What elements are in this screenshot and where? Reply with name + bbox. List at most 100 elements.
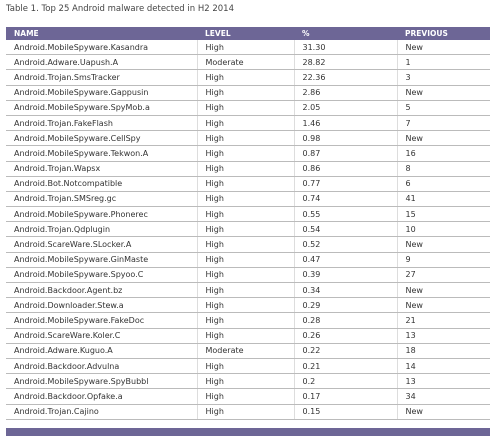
- table-cell: 41: [396, 191, 490, 208]
- table-cell: High: [196, 115, 294, 132]
- table-cell: 18: [396, 343, 490, 359]
- table-cell: High: [196, 85, 294, 101]
- table-row: Android.MobileSpyware.SpyBubbl High 0.2 13: [6, 373, 490, 390]
- table-cell: High: [196, 282, 294, 299]
- table-title: Table 1. Top 25 Android malware detected…: [6, 4, 234, 14]
- table-cell: Android.Trojan.FakeFlash: [6, 115, 197, 132]
- table-cell: New: [396, 282, 490, 299]
- table-cell: 0.54: [293, 221, 397, 238]
- table-cell: 31.30: [293, 40, 397, 56]
- table-cell: High: [196, 130, 294, 147]
- table-row: Android.Downloader.Stew.a High 0.29 New: [6, 297, 490, 314]
- table-row: Android.Backdoor.Opfake.a High 0.17 34: [6, 388, 490, 405]
- table-cell: High: [196, 373, 294, 390]
- table-cell: Android.MobileSpyware.Phonerec: [6, 206, 197, 223]
- table-cell: Android.Bot.Notcompatible: [6, 176, 197, 192]
- table-cell: 16: [396, 145, 490, 162]
- header-cell: LEVEL: [197, 27, 294, 40]
- table-cell: Android.ScareWare.SLocker.A: [6, 236, 197, 253]
- table-row: Android.MobileSpyware.Spyoo.C High 0.39 27: [6, 267, 490, 284]
- table-row: Android.Trojan.SMSreg.gc High 0.74 41: [6, 191, 490, 208]
- table-cell: 10: [396, 221, 490, 238]
- table-cell: New: [396, 40, 490, 56]
- table-cell: High: [196, 161, 294, 177]
- table-cell: New: [396, 130, 490, 147]
- table-cell: High: [196, 69, 294, 86]
- table-cell: 0.55: [293, 206, 397, 223]
- table-cell: 21: [396, 312, 490, 329]
- table-row: Android.MobileSpyware.SpyMob.a High 2.05 5: [6, 100, 490, 116]
- table-cell: 0.87: [293, 145, 397, 162]
- table-cell: Android.Trojan.SMSreg.gc: [6, 191, 197, 208]
- table-cell: 0.28: [293, 312, 397, 329]
- table-cell: 0.2: [293, 373, 397, 390]
- table-cell: 0.74: [293, 191, 397, 208]
- table-cell: Android.Backdoor.Agent.bz: [6, 282, 197, 299]
- table-cell: 0.86: [293, 161, 397, 177]
- table-cell: 14: [396, 358, 490, 375]
- table-cell: Android.Backdoor.Opfake.a: [6, 388, 197, 405]
- table-row: Android.MobileSpyware.Kasandra High 31.30 N…: [6, 40, 490, 56]
- table-cell: Android.MobileSpyware.SpyBubbl: [6, 373, 197, 390]
- table-cell: New: [396, 236, 490, 253]
- table-cell: High: [196, 312, 294, 329]
- table-row: Android.Bot.Notcompatible High 0.77 6: [6, 176, 490, 192]
- table-cell: 34: [396, 388, 490, 405]
- table-cell: High: [196, 191, 294, 208]
- table-cell: Moderate: [196, 343, 294, 359]
- table-cell: 2.05: [293, 100, 397, 116]
- table-row: Android.Trojan.Wapsx High 0.86 8: [6, 161, 490, 177]
- table-cell: High: [196, 267, 294, 284]
- header-cell: NAME: [6, 27, 197, 40]
- table-cell: 7: [396, 115, 490, 132]
- table-cell: 1.46: [293, 115, 397, 132]
- table-row: Android.Backdoor.Advulna High 0.21 14: [6, 358, 490, 375]
- table-cell: 13: [396, 373, 490, 390]
- table-row: Android.Adware.Uapush.A Moderate 28.82 1: [6, 54, 490, 71]
- table-cell: High: [196, 236, 294, 253]
- footer-bar: [6, 428, 490, 436]
- table-cell: High: [196, 358, 294, 375]
- table-row: Android.MobileSpyware.Phonerec High 0.55 15: [6, 206, 490, 223]
- table-cell: 0.17: [293, 388, 397, 405]
- table-cell: 22.36: [293, 69, 397, 86]
- table-cell: 13: [396, 328, 490, 344]
- table-row: Android.Trojan.SmsTracker High 22.36 3: [6, 69, 490, 86]
- table-cell: Android.Trojan.Qdplugin: [6, 221, 197, 238]
- table-cell: Android.Adware.Kuguo.A: [6, 343, 197, 359]
- table-cell: Android.Trojan.Wapsx: [6, 161, 197, 177]
- table-cell: New: [396, 297, 490, 314]
- table-row: Android.Adware.Kuguo.A Moderate 0.22 18: [6, 343, 490, 359]
- table-cell: Android.ScareWare.Koler.C: [6, 328, 197, 344]
- table-cell: Android.MobileSpyware.Spyoo.C: [6, 267, 197, 284]
- table-cell: 0.29: [293, 297, 397, 314]
- table-cell: High: [196, 388, 294, 405]
- table-cell: 27: [396, 267, 490, 284]
- table-cell: 0.39: [293, 267, 397, 284]
- table-cell: Android.MobileSpyware.Tekwon.A: [6, 145, 197, 162]
- table-cell: Android.MobileSpyware.Gappusin: [6, 85, 197, 101]
- table-row: Android.MobileSpyware.Gappusin High 2.86 Ne…: [6, 85, 490, 101]
- table-cell: 0.15: [293, 404, 397, 420]
- table-cell: Android.Adware.Uapush.A: [6, 54, 197, 71]
- table-cell: 1: [396, 54, 490, 71]
- table-row: Android.MobileSpyware.CellSpy High 0.98 New: [6, 130, 490, 147]
- header-row: NAME LEVEL% PREVIOUS: [6, 27, 490, 40]
- table-cell: Android.Trojan.SmsTracker: [6, 69, 197, 86]
- table-cell: 8: [396, 161, 490, 177]
- table-cell: High: [196, 221, 294, 238]
- table-cell: 28.82: [293, 54, 397, 71]
- table-cell: 9: [396, 252, 490, 268]
- table-cell: Android.MobileSpyware.CellSpy: [6, 130, 197, 147]
- table-cell: 0.47: [293, 252, 397, 268]
- header-cell: PREVIOUS: [397, 27, 490, 40]
- table-cell: 0.52: [293, 236, 397, 253]
- table-body: Android.MobileSpyware.Kasandra High 31.30 N…: [6, 40, 490, 420]
- table-row: Android.ScareWare.SLocker.A High 0.52 New: [6, 236, 490, 253]
- table-cell: Android.MobileSpyware.Kasandra: [6, 40, 197, 56]
- table-cell: Moderate: [196, 54, 294, 71]
- table-cell: High: [196, 328, 294, 344]
- table-cell: Android.MobileSpyware.GinMaste: [6, 252, 197, 268]
- table-row: Android.Trojan.Cajino High 0.15 New: [6, 404, 490, 420]
- malware-table: NAME LEVEL% PREVIOUS Android.MobileSpyware…: [6, 27, 490, 420]
